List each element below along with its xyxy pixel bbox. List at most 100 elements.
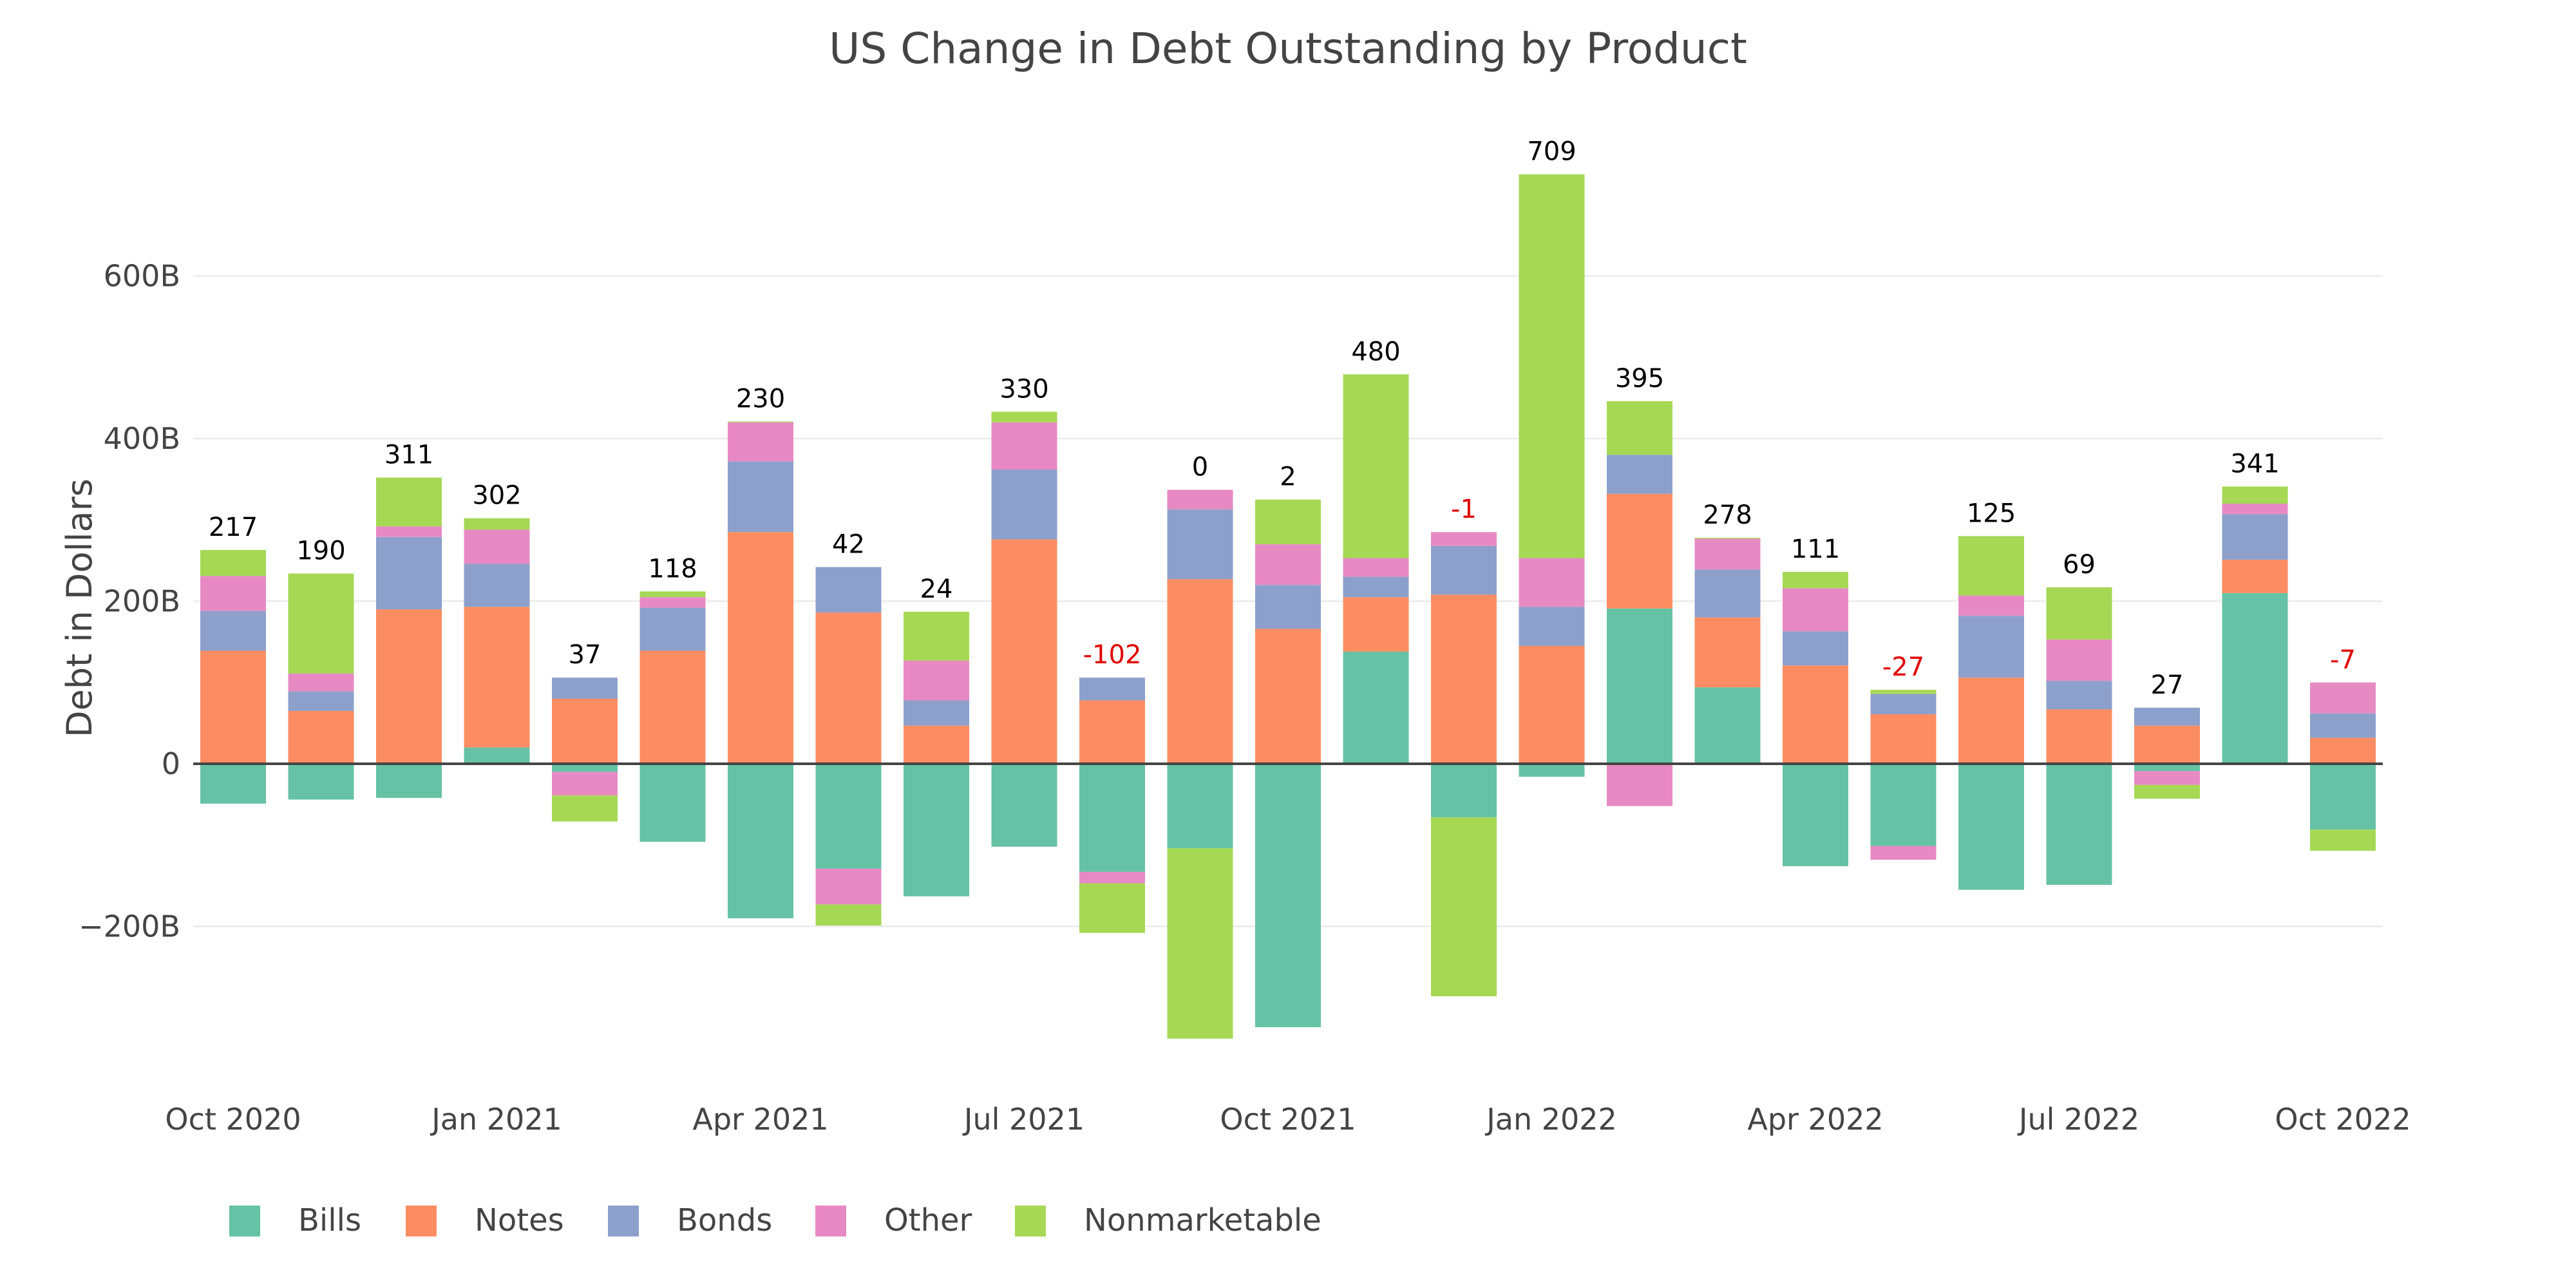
legend-item-bills[interactable]: Bills (229, 1202, 361, 1238)
bar-segment-bonds (288, 691, 354, 711)
bar-segment-notes (1958, 677, 2024, 764)
bar-segment-notes (288, 710, 354, 764)
bar-segment-bills (2046, 764, 2112, 886)
total-label: 302 (472, 481, 521, 511)
bar-segment-other (200, 576, 266, 611)
total-label: 111 (1791, 535, 1840, 564)
bar-segment-other (1870, 846, 1937, 860)
bar-segment-other (2222, 504, 2288, 515)
bar-segment-other (991, 422, 1057, 469)
total-label: 24 (920, 574, 953, 604)
bar-segment-other (1343, 558, 1409, 577)
bar-segment-bills (1431, 764, 1497, 818)
bar-segment-notes (2046, 709, 2112, 764)
total-label: 311 (384, 440, 433, 470)
bar-segment-nonmarketable (904, 611, 969, 661)
bar-segment-bonds (200, 611, 266, 651)
bar-segment-bonds (1694, 569, 1761, 618)
bar-segment-bonds (1079, 677, 1145, 701)
total-label: 395 (1615, 364, 1664, 393)
total-label: 330 (999, 374, 1048, 404)
bar-segment-nonmarketable (1870, 690, 1937, 694)
x-tick-label: Jul 2022 (2017, 1102, 2139, 1137)
bar-segment-other (904, 660, 969, 701)
bar-segment-nonmarketable (1343, 374, 1409, 558)
bar-segment-other (2310, 682, 2376, 714)
bar-segment-bonds (1255, 585, 1321, 629)
bar-segment-nonmarketable (2310, 829, 2376, 851)
bar-segment-notes (1694, 617, 1761, 688)
legend-item-bonds[interactable]: Bonds (608, 1202, 772, 1238)
bar-segment-other (2046, 639, 2112, 681)
bar-segment-nonmarketable (815, 904, 882, 926)
legend-label: Bonds (677, 1202, 772, 1238)
bar-segment-nonmarketable (464, 518, 530, 530)
x-tick-label: Oct 2020 (165, 1102, 301, 1137)
bar-segment-other (815, 868, 882, 905)
bar-segment-notes (376, 609, 442, 764)
total-label: 125 (1967, 499, 2016, 529)
bar-segment-nonmarketable (1079, 883, 1145, 933)
bar-segment-notes (1870, 714, 1937, 764)
bar-segment-notes (1343, 597, 1409, 652)
bar-segment-bonds (1870, 694, 1937, 714)
bar-segment-notes (1079, 700, 1145, 764)
total-label: 0 (1192, 453, 1208, 482)
bar-segment-bonds (2134, 707, 2200, 726)
legend-swatch (608, 1206, 639, 1236)
bar-segment-bills (991, 764, 1057, 847)
total-label: -102 (1083, 640, 1142, 670)
bar-segment-notes (464, 607, 530, 748)
bar-segment-bills (1694, 687, 1761, 764)
total-label: 2 (1280, 462, 1296, 492)
legend-swatch (406, 1206, 437, 1236)
bar-segment-bills (1079, 764, 1145, 872)
bar-segment-bills (1167, 764, 1233, 849)
total-labels: 217 190 311 302 37 118 230 42 24 330 -102 0 2 480 -1 70… (209, 137, 2356, 700)
bar-segment-bills (815, 764, 882, 869)
bar-segment-bills (728, 764, 793, 918)
x-tick-label: Apr 2021 (692, 1102, 828, 1137)
x-tick-label: Jul 2021 (962, 1102, 1084, 1137)
bar-segment-other (1694, 538, 1761, 570)
total-label: 217 (209, 513, 258, 542)
bar-segment-other (1607, 764, 1672, 806)
bar-segment-nonmarketable (728, 421, 793, 422)
legend-item-notes[interactable]: Notes (406, 1202, 564, 1238)
bar-segment-bonds (1958, 616, 2024, 678)
bar-segment-bonds (904, 700, 969, 726)
bar-segment-bills (1870, 764, 1937, 846)
legend-swatch (229, 1206, 260, 1236)
bar-segment-nonmarketable (2134, 784, 2200, 799)
bar-segment-bonds (2310, 713, 2376, 738)
bar-segment-nonmarketable (552, 795, 618, 822)
bar-segment-notes (639, 650, 706, 764)
bar-segment-nonmarketable (1958, 536, 2024, 596)
bar-segment-bonds (728, 461, 793, 533)
total-label: 37 (569, 640, 601, 670)
bar-segment-bills (1255, 764, 1321, 1028)
x-tick-label: Jan 2022 (1484, 1102, 1617, 1137)
y-axis-ticks: −200B 0 200B 400B 600B (79, 259, 180, 944)
bar-segment-notes (1607, 493, 1672, 609)
total-label: 69 (2063, 550, 2096, 580)
total-label: 27 (2151, 670, 2184, 700)
bar-segment-notes (2310, 737, 2376, 764)
x-tick-label: Oct 2022 (2275, 1102, 2410, 1137)
x-axis-ticks: Oct 2020 Jan 2021 Apr 2021 Jul 2021 Oct 2021… (165, 1102, 2410, 1137)
y-tick-label: 400B (104, 421, 180, 456)
bar-segment-other (639, 597, 706, 608)
legend-item-nonmarketable[interactable]: Nonmarketable (1015, 1202, 1321, 1238)
legend-label: Bills (298, 1202, 361, 1238)
chart-title: US Change in Debt Outstanding by Product (829, 24, 1747, 73)
bar-segment-bills (2222, 592, 2288, 764)
bar-segment-notes (1783, 665, 1848, 764)
bar-segment-bills (376, 764, 442, 799)
bar-segment-other (1783, 588, 1848, 632)
bar-segment-bonds (464, 564, 530, 607)
bar-segment-bills (2310, 764, 2376, 830)
bar-segment-bills (1783, 764, 1848, 867)
x-tick-label: Jan 2021 (430, 1102, 562, 1137)
bar-segment-notes (728, 532, 793, 764)
legend-item-other[interactable]: Other (815, 1202, 972, 1238)
